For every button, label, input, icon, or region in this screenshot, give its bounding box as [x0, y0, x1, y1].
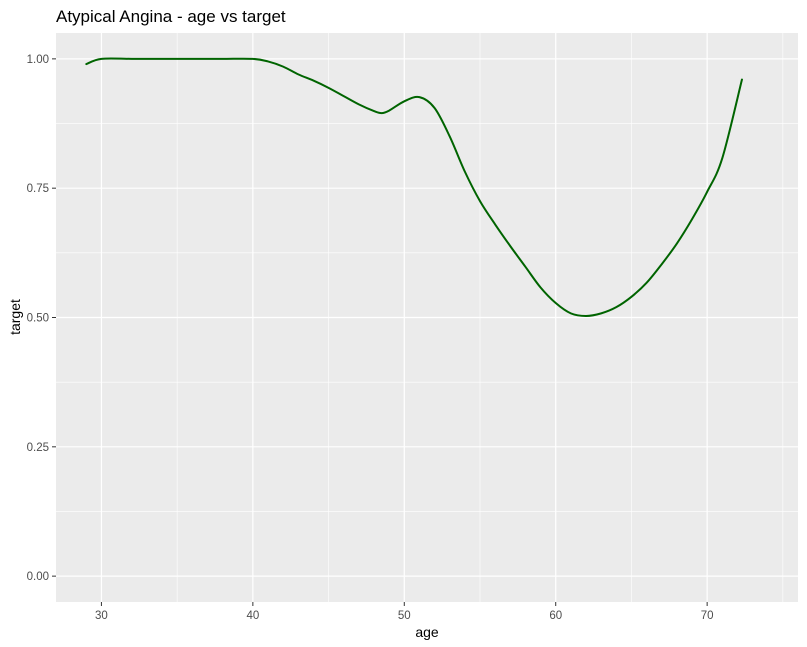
y-tick-label: 1.00: [27, 54, 49, 66]
y-tick-label: 0.75: [27, 183, 49, 195]
x-axis: 30 40 50 60 70: [95, 602, 714, 622]
y-tick-label: 0.00: [27, 571, 49, 583]
series-line: [85, 57, 743, 317]
y-tick-label: 0.25: [27, 442, 49, 454]
x-tick-label: 70: [701, 610, 714, 622]
x-tick-label: 40: [246, 610, 259, 622]
major-gridlines: [56, 33, 798, 602]
y-tick-label: 0.50: [27, 313, 49, 325]
x-axis-title: age: [415, 624, 439, 640]
x-tick-label: 60: [549, 610, 562, 622]
y-axis: 0.00 0.25 0.50 0.75 1.00: [27, 54, 56, 583]
x-tick-label: 30: [95, 610, 108, 622]
y-axis-title: target: [7, 299, 23, 335]
series-layer: [85, 57, 743, 317]
chart-title: Atypical Angina - age vs target: [56, 7, 286, 26]
x-tick-label: 50: [398, 610, 411, 622]
